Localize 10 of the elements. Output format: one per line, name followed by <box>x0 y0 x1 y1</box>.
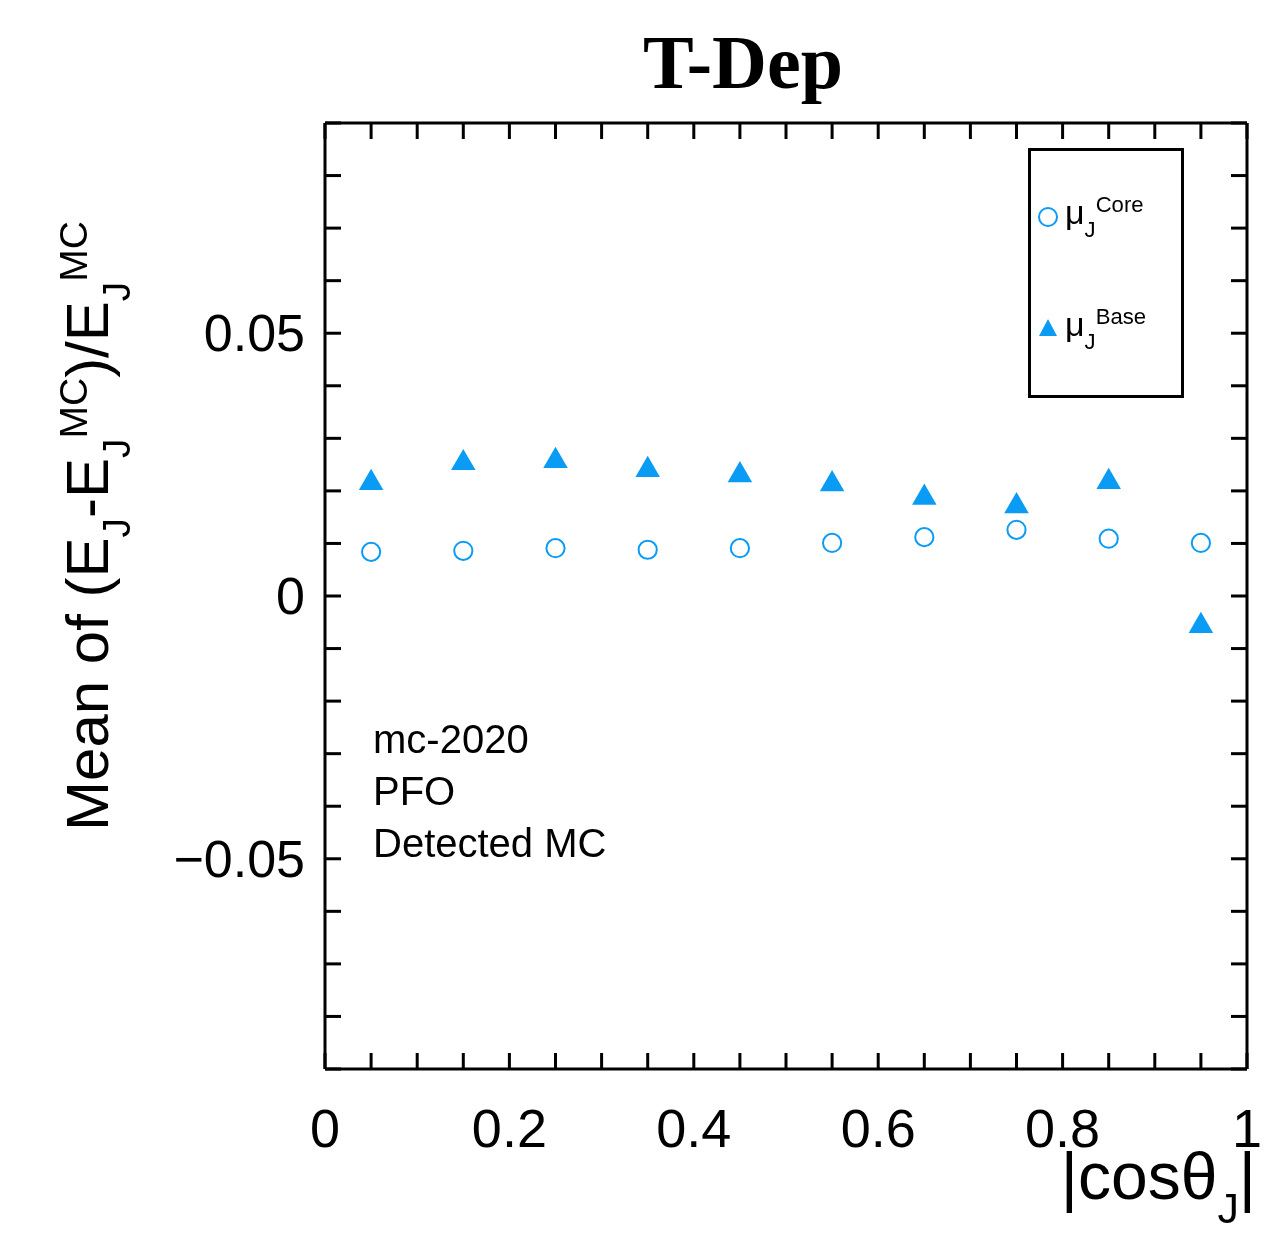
y-tick-label: 0.05 <box>203 304 305 363</box>
x-tick-label: 0.2 <box>471 1098 547 1158</box>
annotation: mc-2020 <box>373 717 529 761</box>
x-tick-label: 0.4 <box>656 1098 732 1158</box>
chart-title: T-Dep <box>643 20 843 104</box>
annotation: PFO <box>373 769 456 813</box>
annotation: Detected MC <box>373 821 607 865</box>
y-tick-label: −0.05 <box>173 829 305 888</box>
y-tick-label: 0 <box>276 567 305 625</box>
x-tick-label: 0.6 <box>840 1098 916 1158</box>
